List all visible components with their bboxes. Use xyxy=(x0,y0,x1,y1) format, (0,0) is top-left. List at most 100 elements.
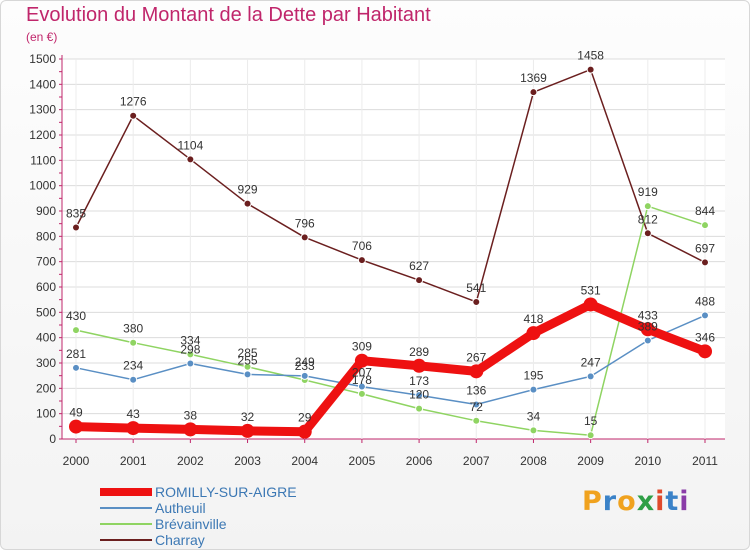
data-point xyxy=(415,391,424,400)
logo-letter: o xyxy=(617,486,637,517)
data-label: 1458 xyxy=(577,49,604,63)
data-label: 433 xyxy=(638,308,658,322)
logo-letter: P xyxy=(582,486,603,517)
logo-letter: t xyxy=(665,486,680,517)
data-label: 627 xyxy=(409,259,429,273)
data-label: 72 xyxy=(470,400,484,414)
data-label: 43 xyxy=(127,407,141,421)
data-label: 1276 xyxy=(120,95,147,109)
series-line-0 xyxy=(71,300,710,437)
data-point xyxy=(186,155,195,164)
data-label: 233 xyxy=(295,359,315,373)
legend-item: Brévainville xyxy=(100,516,297,532)
data-point xyxy=(72,223,80,232)
data-label: 430 xyxy=(66,309,86,323)
data-label: 15 xyxy=(584,414,598,428)
data-label: 346 xyxy=(695,330,715,344)
data-label: 380 xyxy=(123,322,143,336)
data-point xyxy=(357,256,366,265)
data-point xyxy=(297,424,312,439)
data-point xyxy=(415,276,424,285)
data-label: 234 xyxy=(123,359,143,373)
legend-item: Autheuil xyxy=(100,500,297,516)
legend-swatch xyxy=(100,507,152,509)
series-line-2 xyxy=(75,205,706,436)
x-tick-label: 2001 xyxy=(120,454,147,468)
data-label: 289 xyxy=(409,345,429,359)
data-label: 267 xyxy=(466,350,486,364)
data-label: 389 xyxy=(638,319,658,333)
x-tick-label: 2009 xyxy=(577,454,604,468)
x-tick-label: 2007 xyxy=(463,454,490,468)
data-point xyxy=(640,322,655,337)
legend-swatch xyxy=(100,523,152,525)
data-label: 298 xyxy=(180,343,200,357)
y-tick-label: 400 xyxy=(36,331,56,345)
data-label: 1369 xyxy=(520,71,547,85)
chart-title: Evolution du Montant de la Dette par Hab… xyxy=(26,4,431,26)
y-tick-label: 300 xyxy=(36,356,56,370)
data-label: 541 xyxy=(466,281,486,295)
legend-item: ROMILLY-SUR-AIGRE xyxy=(100,484,297,500)
data-label: 34 xyxy=(527,409,541,423)
data-label: 281 xyxy=(66,347,86,361)
data-point xyxy=(357,382,366,391)
series-line-1 xyxy=(75,314,706,406)
legend-label: Autheuil xyxy=(155,500,206,516)
data-label: 120 xyxy=(409,388,429,402)
data-point xyxy=(240,423,255,438)
data-point xyxy=(69,419,83,434)
data-label: 835 xyxy=(66,206,86,220)
y-tick-label: 500 xyxy=(36,305,56,319)
data-label: 706 xyxy=(352,239,372,253)
plot-area xyxy=(62,59,725,439)
data-label: 1104 xyxy=(177,138,203,152)
data-point xyxy=(529,385,538,394)
data-point xyxy=(529,88,538,97)
data-point xyxy=(243,362,252,371)
data-point xyxy=(643,336,652,345)
data-point xyxy=(701,311,709,320)
data-point xyxy=(72,326,80,335)
data-point xyxy=(472,400,481,409)
data-point xyxy=(412,358,427,373)
data-label: 173 xyxy=(409,374,429,388)
y-tick-label: 200 xyxy=(36,381,56,395)
x-tick-label: 2003 xyxy=(234,454,261,468)
data-point xyxy=(643,229,652,238)
data-point xyxy=(469,364,484,379)
logo-letter: i xyxy=(655,486,666,517)
data-point xyxy=(526,326,541,341)
y-tick-label: 1500 xyxy=(29,52,56,66)
legend-item: Charray xyxy=(100,532,297,548)
y-tick-label: 800 xyxy=(36,229,56,243)
legend-label: Brévainville xyxy=(155,516,227,532)
data-point xyxy=(472,297,481,306)
data-label: 418 xyxy=(523,312,543,326)
x-tick-label: 2000 xyxy=(63,454,90,468)
data-point xyxy=(72,363,80,372)
data-label: 136 xyxy=(466,384,486,398)
legend-swatch xyxy=(100,488,152,496)
data-point xyxy=(586,431,595,440)
unit-label: (en €) xyxy=(26,30,58,44)
data-label: 812 xyxy=(638,212,658,226)
data-point xyxy=(354,353,369,368)
data-point xyxy=(586,65,595,74)
data-point xyxy=(300,371,309,380)
legend-label: ROMILLY-SUR-AIGRE xyxy=(155,484,297,500)
data-label: 488 xyxy=(695,294,715,308)
data-label: 919 xyxy=(638,185,658,199)
proxiti-logo: Proxiti xyxy=(582,486,690,517)
data-label: 285 xyxy=(238,346,258,360)
series-line-3 xyxy=(75,68,706,303)
data-point xyxy=(300,233,309,242)
data-point xyxy=(357,389,366,398)
data-label: 255 xyxy=(238,353,258,367)
data-point xyxy=(243,370,252,379)
y-tick-label: 1200 xyxy=(29,128,56,142)
data-label: 49 xyxy=(69,406,83,420)
x-tick-label: 2008 xyxy=(520,454,547,468)
y-tick-label: 100 xyxy=(36,407,56,421)
data-label: 929 xyxy=(238,183,258,197)
